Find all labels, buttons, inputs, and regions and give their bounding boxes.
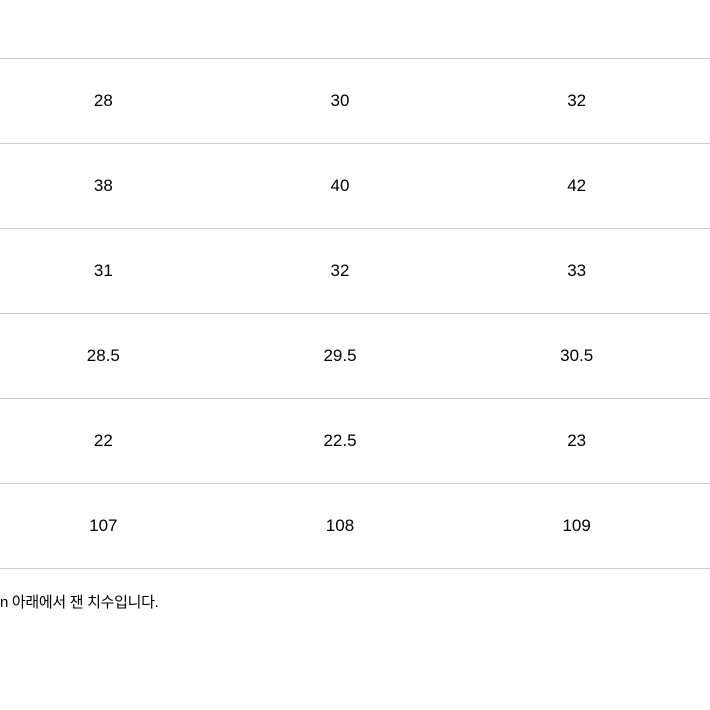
- table-cell: 33: [473, 229, 710, 314]
- table-cell: 38: [0, 144, 237, 229]
- table-cell: 109: [473, 484, 710, 569]
- table-row: 38 40 42: [0, 144, 710, 229]
- table-cell: 23: [473, 399, 710, 484]
- table-cell: 108: [237, 484, 474, 569]
- size-table-body: 28 30 32 38 40 42 31 32 33 28.5 29.5 30.…: [0, 59, 710, 569]
- table-cell: 40: [237, 144, 474, 229]
- size-table: 28 30 32 38 40 42 31 32 33 28.5 29.5 30.…: [0, 58, 710, 569]
- table-row: 28.5 29.5 30.5: [0, 314, 710, 399]
- table-row: 31 32 33: [0, 229, 710, 314]
- measurement-note: n 아래에서 잰 치수입니다.: [0, 569, 710, 612]
- table-row: 28 30 32: [0, 59, 710, 144]
- table-cell: 31: [0, 229, 237, 314]
- table-cell: 22: [0, 399, 237, 484]
- table-row: 22 22.5 23: [0, 399, 710, 484]
- table-row: 107 108 109: [0, 484, 710, 569]
- size-table-container: 28 30 32 38 40 42 31 32 33 28.5 29.5 30.…: [0, 0, 710, 612]
- table-cell: 107: [0, 484, 237, 569]
- table-cell: 42: [473, 144, 710, 229]
- table-cell: 28: [0, 59, 237, 144]
- table-cell: 28.5: [0, 314, 237, 399]
- table-cell: 30.5: [473, 314, 710, 399]
- table-cell: 32: [473, 59, 710, 144]
- table-cell: 29.5: [237, 314, 474, 399]
- table-cell: 32: [237, 229, 474, 314]
- table-cell: 22.5: [237, 399, 474, 484]
- table-cell: 30: [237, 59, 474, 144]
